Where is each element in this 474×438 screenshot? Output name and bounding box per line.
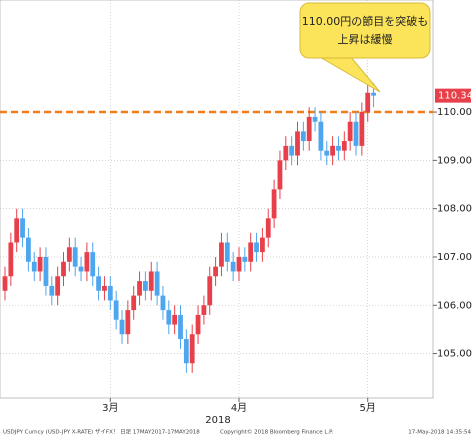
plot-area — [0, 0, 434, 399]
candle-body — [55, 276, 61, 296]
candle-body — [230, 261, 236, 272]
x-tick-label: 3月 — [102, 402, 118, 414]
candle-body — [31, 261, 37, 272]
candle-body — [248, 242, 254, 262]
candle-body — [265, 218, 271, 238]
candle-body — [324, 150, 330, 156]
candle-body — [131, 295, 137, 311]
candle-body — [359, 112, 365, 146]
price-label: 110.34 — [438, 91, 473, 102]
price-label-box — [435, 88, 471, 103]
candle-body — [72, 247, 78, 267]
footer: USDJPY Curncy (USD-JPY X-RATE) ザイFX！ 日足 … — [3, 429, 200, 436]
candle-body — [353, 121, 359, 146]
candle-body — [137, 281, 142, 296]
candle-body — [318, 121, 324, 151]
candle-body — [201, 305, 207, 315]
footer: 17-May-2018 14:35:54 — [408, 430, 471, 436]
y-tick-label: 107.00 — [437, 252, 472, 263]
x-tick-label: 4月 — [231, 402, 247, 414]
candle-body — [295, 131, 300, 156]
candle-body — [189, 334, 195, 364]
candle-body — [312, 116, 318, 122]
candle-body — [242, 256, 248, 262]
candle-body — [166, 310, 172, 325]
candle-body — [306, 116, 312, 142]
candle-body — [66, 247, 72, 262]
candle-body — [207, 276, 213, 306]
candle-body — [371, 92, 376, 96]
candle-body — [160, 295, 166, 311]
candle-body — [195, 314, 201, 335]
candle-body — [8, 242, 14, 277]
candle-body — [96, 276, 101, 291]
candle-body — [20, 218, 25, 238]
candle-body — [84, 252, 90, 272]
candle-body — [178, 314, 183, 340]
candle-body — [125, 310, 131, 335]
y-tick-label: 110.00 — [437, 107, 472, 118]
candle-body — [330, 145, 335, 156]
candle-body — [283, 145, 289, 161]
candle-body — [113, 300, 119, 320]
candle-body — [148, 271, 154, 291]
candle-body — [49, 285, 55, 296]
candle-body — [260, 237, 265, 253]
candle-body — [336, 145, 341, 151]
candle-body — [347, 121, 353, 142]
callout — [299, 2, 431, 59]
candle-body — [236, 256, 242, 272]
candle-body — [365, 92, 371, 113]
candle-body — [37, 256, 43, 272]
x-tick-label: 5月 — [360, 402, 376, 414]
candle-body — [143, 281, 148, 291]
candle-body — [289, 145, 295, 156]
candle-body — [341, 141, 347, 151]
candle-body — [277, 160, 283, 190]
candle-body — [43, 256, 49, 286]
candle-body — [26, 237, 31, 262]
candle-body — [119, 319, 125, 335]
candle-body — [61, 261, 66, 277]
y-tick-label: 106.00 — [437, 300, 472, 311]
candle-body — [2, 276, 8, 291]
candle-body — [271, 189, 277, 219]
y-tick-label: 108.00 — [437, 204, 472, 215]
candle-body — [172, 314, 178, 325]
candle-body — [90, 252, 96, 277]
candle-body — [213, 266, 218, 277]
candle-body — [224, 242, 230, 262]
candle-body — [78, 266, 84, 272]
candle-body — [102, 285, 107, 291]
x-axis-label: 2018 — [205, 415, 230, 426]
candle-body — [219, 242, 224, 267]
annotation: 上昇は緩慢 — [338, 33, 393, 46]
annotation: 110.00円の節目を突破も — [302, 14, 429, 28]
candle-body — [154, 271, 160, 296]
candle-body — [183, 339, 189, 364]
candle-body — [14, 218, 20, 243]
y-tick-label: 105.00 — [437, 349, 472, 360]
candle-body — [107, 285, 113, 301]
y-tick-label: 109.00 — [437, 155, 472, 166]
candle-body — [300, 131, 306, 142]
footer: Copyright© 2018 Bloomberg Finance L.P. — [220, 429, 334, 436]
candle-body — [254, 242, 259, 253]
